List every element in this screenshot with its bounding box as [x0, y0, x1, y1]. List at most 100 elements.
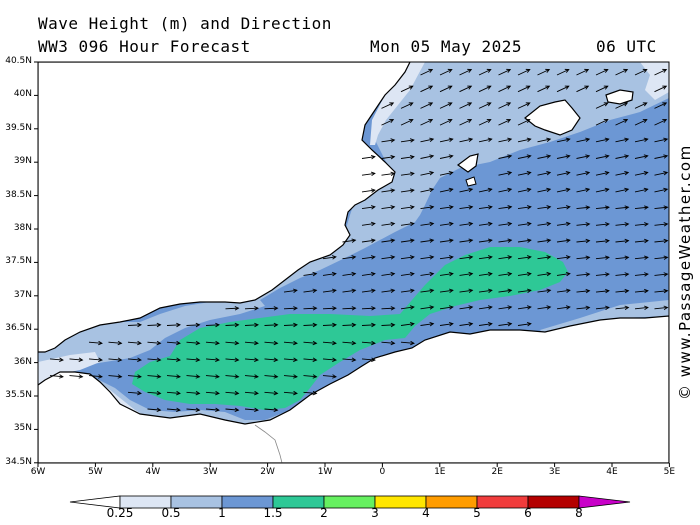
colorbar-label: 3	[371, 506, 379, 520]
wave-arrow	[400, 238, 415, 243]
lat-label: 40N	[13, 89, 32, 100]
wave-arrow	[537, 137, 552, 143]
wave-arrow	[498, 187, 513, 193]
wave-arrow	[595, 102, 609, 109]
wave-arrow	[147, 357, 162, 362]
axis-ticks	[34, 61, 670, 467]
wave-arrow	[478, 187, 493, 193]
forecast-date: Mon 05 May 2025	[370, 37, 522, 56]
wave-arrow	[595, 171, 610, 176]
wave-arrow	[439, 85, 453, 93]
wave-arrow	[595, 68, 609, 76]
wave-arrow	[264, 407, 279, 413]
wave-arrow	[654, 272, 669, 277]
wave-arrow	[595, 205, 610, 210]
wave-arrow	[303, 357, 318, 362]
wave-arrow	[400, 85, 414, 93]
colorbar-label: 4	[422, 506, 430, 520]
wave-arrow	[361, 238, 376, 243]
wave-arrow	[537, 271, 552, 277]
coast-gibraltar	[254, 424, 283, 463]
wave-arrow	[303, 288, 318, 293]
colorbar-label: 0.25	[106, 506, 134, 520]
wave-arrow	[615, 238, 630, 244]
wave-arrow	[322, 288, 337, 293]
wave-arrow	[88, 340, 103, 346]
wave-arrow	[244, 407, 259, 413]
wave-arrow	[400, 171, 415, 177]
wave-arrow	[205, 374, 220, 379]
wave-arrow	[439, 171, 454, 176]
wave-arrow	[400, 154, 415, 160]
wave-arrow	[303, 340, 318, 346]
wave-arrow	[615, 137, 630, 143]
wave-arrow	[283, 390, 298, 396]
wave-arrow	[166, 322, 181, 328]
wave-direction-arrows	[49, 68, 669, 413]
wave-arrow	[400, 288, 415, 293]
wave-arrow	[439, 205, 454, 210]
wave-arrow	[108, 374, 123, 379]
wave-arrow	[420, 68, 434, 76]
wave-arrow	[498, 68, 512, 76]
wave-arrow	[498, 85, 512, 93]
wave-arrow	[400, 102, 414, 109]
wave-arrow	[400, 138, 415, 143]
wave-arrow	[556, 288, 571, 293]
wave-arrow	[478, 85, 492, 93]
wave-arrow	[634, 288, 649, 294]
wave-arrow	[166, 374, 181, 379]
wave-arrow	[459, 271, 474, 277]
wave-arrow	[381, 288, 396, 293]
wave-arrow	[576, 137, 591, 143]
lat-label: 39N	[13, 156, 32, 167]
wave-arrow	[459, 85, 473, 93]
wave-arrow	[595, 255, 610, 260]
wave-arrow	[537, 68, 551, 76]
wave-arrow	[303, 390, 318, 396]
wave-arrow	[615, 68, 629, 76]
wave-arrow	[283, 306, 298, 311]
forecast-time: 06 UTC	[596, 37, 657, 56]
island-formentera	[465, 176, 477, 187]
wave-arrow	[556, 187, 571, 193]
wave-arrow	[595, 187, 610, 193]
wave-arrow	[166, 340, 181, 346]
wave-arrow	[420, 305, 435, 310]
wave-arrow	[361, 205, 376, 210]
wave-arrow	[498, 238, 513, 243]
sea-band-0.5-1m-west	[38, 294, 265, 388]
wave-arrow	[654, 68, 668, 76]
wave-arrow	[537, 221, 552, 227]
wave-arrow	[439, 68, 453, 76]
wave-arrow	[459, 137, 474, 143]
colorbar-label: 1	[218, 506, 226, 520]
wave-arrow	[576, 238, 591, 244]
wave-arrow	[127, 322, 142, 328]
lon-label: 0	[379, 467, 386, 477]
wave-arrow	[615, 102, 629, 109]
wave-arrow	[166, 390, 181, 396]
wave-arrow	[459, 68, 473, 76]
wave-arrow	[439, 288, 454, 293]
wave-arrow	[556, 238, 571, 243]
wave-arrow	[595, 238, 610, 244]
wave-arrow	[147, 374, 162, 379]
wave-arrow	[361, 340, 376, 346]
wave-arrow	[381, 238, 396, 243]
wave-arrow	[439, 154, 454, 159]
wave-arrow	[537, 154, 552, 159]
wave-arrow	[381, 221, 396, 227]
wave-arrow	[283, 374, 298, 379]
wave-arrow	[127, 340, 142, 346]
wave-arrow	[537, 187, 552, 193]
wave-arrow	[342, 238, 357, 243]
wave-arrow	[654, 171, 669, 176]
wave-arrow	[420, 85, 434, 93]
colorbar-label: 0.5	[161, 506, 181, 520]
wave-arrow	[517, 187, 532, 193]
lon-label: 2W	[260, 467, 275, 477]
wave-arrow	[342, 255, 357, 260]
wave-arrow	[517, 221, 532, 227]
